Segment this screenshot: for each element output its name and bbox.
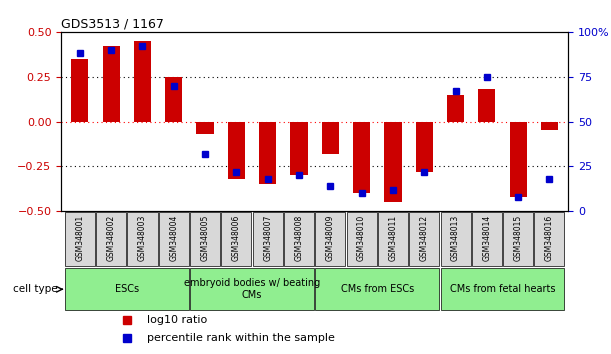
Bar [415, 121, 433, 172]
Bar [510, 121, 527, 197]
Bar [103, 46, 120, 121]
Text: GSM348014: GSM348014 [482, 215, 491, 261]
Text: CMs from fetal hearts: CMs from fetal hearts [450, 284, 555, 294]
Bar [384, 121, 401, 202]
FancyBboxPatch shape [190, 268, 314, 310]
Text: percentile rank within the sample: percentile rank within the sample [147, 333, 335, 343]
Bar [322, 121, 339, 154]
Text: log10 ratio: log10 ratio [147, 315, 208, 325]
FancyBboxPatch shape [128, 212, 158, 267]
Text: GSM348010: GSM348010 [357, 215, 366, 261]
FancyBboxPatch shape [346, 212, 376, 267]
Text: GSM348002: GSM348002 [107, 215, 115, 261]
FancyBboxPatch shape [315, 212, 345, 267]
Text: GSM348011: GSM348011 [389, 215, 397, 261]
FancyBboxPatch shape [441, 268, 565, 310]
FancyBboxPatch shape [441, 212, 470, 267]
Text: GSM348007: GSM348007 [263, 215, 273, 261]
Bar [197, 121, 214, 134]
Bar [71, 59, 89, 121]
FancyBboxPatch shape [315, 268, 439, 310]
Bar [353, 121, 370, 193]
FancyBboxPatch shape [96, 212, 126, 267]
Text: GSM348001: GSM348001 [75, 215, 84, 261]
FancyBboxPatch shape [409, 212, 439, 267]
Bar [447, 95, 464, 121]
Text: GSM348005: GSM348005 [200, 215, 210, 261]
Text: CMs from ESCs: CMs from ESCs [341, 284, 414, 294]
Text: GSM348004: GSM348004 [169, 215, 178, 261]
FancyBboxPatch shape [190, 212, 220, 267]
Bar [259, 121, 276, 184]
Bar [165, 77, 183, 121]
Bar [290, 121, 307, 175]
Text: GSM348015: GSM348015 [514, 215, 522, 261]
FancyBboxPatch shape [159, 212, 189, 267]
Text: GDS3513 / 1167: GDS3513 / 1167 [61, 18, 164, 31]
Bar [478, 89, 496, 121]
FancyBboxPatch shape [253, 212, 283, 267]
Bar [228, 121, 245, 179]
Text: GSM348003: GSM348003 [138, 215, 147, 261]
Bar [541, 121, 558, 131]
FancyBboxPatch shape [65, 268, 189, 310]
Text: GSM348006: GSM348006 [232, 215, 241, 261]
FancyBboxPatch shape [535, 212, 565, 267]
Text: GSM348012: GSM348012 [420, 215, 429, 261]
Text: cell type: cell type [13, 284, 58, 294]
FancyBboxPatch shape [378, 212, 408, 267]
Text: GSM348009: GSM348009 [326, 215, 335, 261]
FancyBboxPatch shape [503, 212, 533, 267]
Text: GSM348008: GSM348008 [295, 215, 304, 261]
FancyBboxPatch shape [472, 212, 502, 267]
Text: GSM348016: GSM348016 [545, 215, 554, 261]
Text: ESCs: ESCs [115, 284, 139, 294]
Text: embryoid bodies w/ beating
CMs: embryoid bodies w/ beating CMs [184, 279, 320, 300]
Text: GSM348013: GSM348013 [451, 215, 460, 261]
FancyBboxPatch shape [65, 212, 95, 267]
Bar [134, 41, 151, 121]
FancyBboxPatch shape [284, 212, 314, 267]
FancyBboxPatch shape [221, 212, 252, 267]
